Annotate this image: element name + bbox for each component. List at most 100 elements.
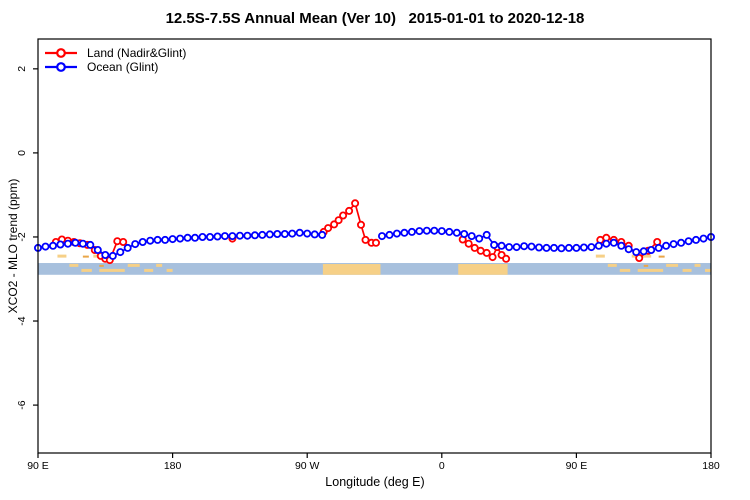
map-strip-island [637,268,664,272]
data-point-marker [564,243,573,252]
map-strip-island [705,268,711,272]
data-point-marker [213,232,222,241]
data-point-marker [351,199,360,208]
data-point-marker [318,230,327,239]
map-strip-island-accent [99,264,104,267]
data-point-marker [497,241,506,250]
map-strip-island [694,263,701,267]
data-point-marker [662,241,671,250]
data-point-marker [119,237,128,246]
data-point-marker [512,243,521,252]
x-tick-label: 90 E [27,460,49,472]
map-strip-island [642,254,652,258]
data-point-marker [146,236,155,245]
y-tick-label: -6 [16,400,28,409]
data-point-marker [579,243,588,252]
data-point-marker [153,235,162,244]
data-point-marker [635,253,644,262]
legend-label-ocean: Ocean (Glint) [87,60,159,74]
data-point-marker [684,237,693,246]
data-point-marker [617,241,626,250]
legend: Land (Nadir&Glint) Ocean (Glint) [44,46,186,74]
data-point-marker [594,241,603,250]
map-strip-island-accent [82,255,89,258]
data-point-marker [190,233,199,242]
data-point-marker [235,231,244,240]
x-tick-label: 180 [702,460,720,472]
data-point-marker [183,233,192,242]
data-point-marker [392,229,401,238]
map-strip-island [127,263,140,267]
map-strip-island [144,268,154,272]
data-point-marker [400,228,409,237]
data-point-marker [452,228,461,237]
data-point-marker [228,232,237,241]
map-strip-island [682,268,692,272]
data-point-marker [250,231,259,240]
x-axis-title: Longitude (deg E) [325,475,425,489]
data-point-marker [198,232,207,241]
data-point-marker [490,240,499,249]
data-point-marker [303,229,312,238]
data-point-marker [280,229,289,238]
data-point-marker [334,216,343,225]
data-point-marker [138,237,147,246]
data-point-marker [356,220,365,229]
data-point-marker [587,243,596,252]
data-point-marker [295,228,304,237]
data-point-marker [385,230,394,239]
map-strip-island-accent [643,264,649,267]
data-point-marker [220,232,229,241]
y-tick-label: -2 [16,232,28,241]
map-strip-island [57,254,67,258]
data-point-marker [288,229,297,238]
data-point-marker [168,235,177,244]
data-point-marker [123,243,132,252]
x-tick-label: 0 [439,460,445,472]
data-point-marker [609,238,618,247]
data-point-marker [602,239,611,248]
map-strip-island [607,263,617,267]
data-point-marker [467,232,476,241]
y-tick-label: 2 [16,66,28,72]
legend-item-land: Land (Nadir&Glint) [44,46,186,60]
map-strip-island-accent [658,255,665,258]
data-point-marker [176,234,185,243]
data-point-marker [361,235,370,244]
data-point-marker [692,235,701,244]
y-tick-label: -4 [16,316,28,325]
data-point-marker [632,248,641,257]
data-point-marker [572,243,581,252]
data-point-marker [422,226,431,235]
data-point-marker [647,245,656,254]
data-point-marker [482,248,491,257]
data-point-marker [527,242,536,251]
data-point-marker [550,243,559,252]
data-point-marker [265,230,274,239]
data-point-marker [475,234,484,243]
x-tick-label: 90 W [295,460,320,472]
data-point-marker [324,224,333,233]
map-strip-island [619,268,631,272]
data-point-marker [63,239,72,248]
data-point-marker [639,247,648,256]
data-point-marker [131,240,140,249]
legend-label-land: Land (Nadir&Glint) [87,46,187,60]
data-point-marker [502,254,511,263]
map-strip-island [595,254,605,258]
map-strip-island [99,268,125,272]
data-point-marker [464,239,473,248]
data-point-marker [71,238,80,247]
data-point-marker [488,253,497,262]
data-point-marker [41,242,50,251]
data-point-marker [470,243,479,252]
legend-item-ocean: Ocean (Glint) [44,60,186,74]
data-point-marker [430,226,439,235]
data-point-marker [101,250,110,259]
data-point-marker [49,241,58,250]
data-point-marker [78,239,87,248]
data-point-marker [415,227,424,236]
data-point-marker [371,238,380,247]
